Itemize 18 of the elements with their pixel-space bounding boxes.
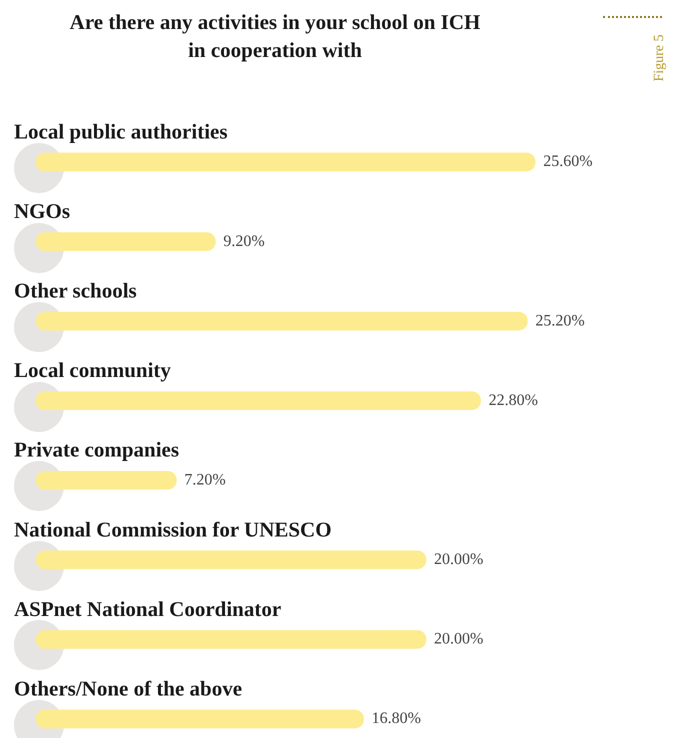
y-tick-label: ASPnet National Coordinator (14, 596, 282, 621)
data-label: 9.20% (223, 232, 265, 250)
data-label: 25.20% (535, 312, 585, 330)
y-tick-label: Private companies (14, 438, 180, 462)
y-tick-label: Other schools (14, 278, 137, 303)
y-tick-label: Local community (14, 358, 172, 382)
y-tick-label: National Commission for UNESCO (14, 517, 332, 542)
caption: Figure 5 (652, 33, 668, 84)
y-tick-label: NGOs (14, 198, 70, 223)
y-tick-label: Local public authorities (14, 119, 228, 144)
data-label: 20.00% (434, 630, 484, 648)
data-label: 16.80% (372, 710, 421, 728)
data-label: 22.80% (488, 392, 538, 409)
data-label: 7.20% (184, 471, 226, 488)
data-label: 25.60% (543, 153, 593, 170)
chart-title: Are there any activities in your school on ICH in cooperation with (68, 9, 482, 64)
y-tick-label: Others/None of the above (14, 676, 242, 700)
data-label: 20.00% (434, 551, 484, 568)
